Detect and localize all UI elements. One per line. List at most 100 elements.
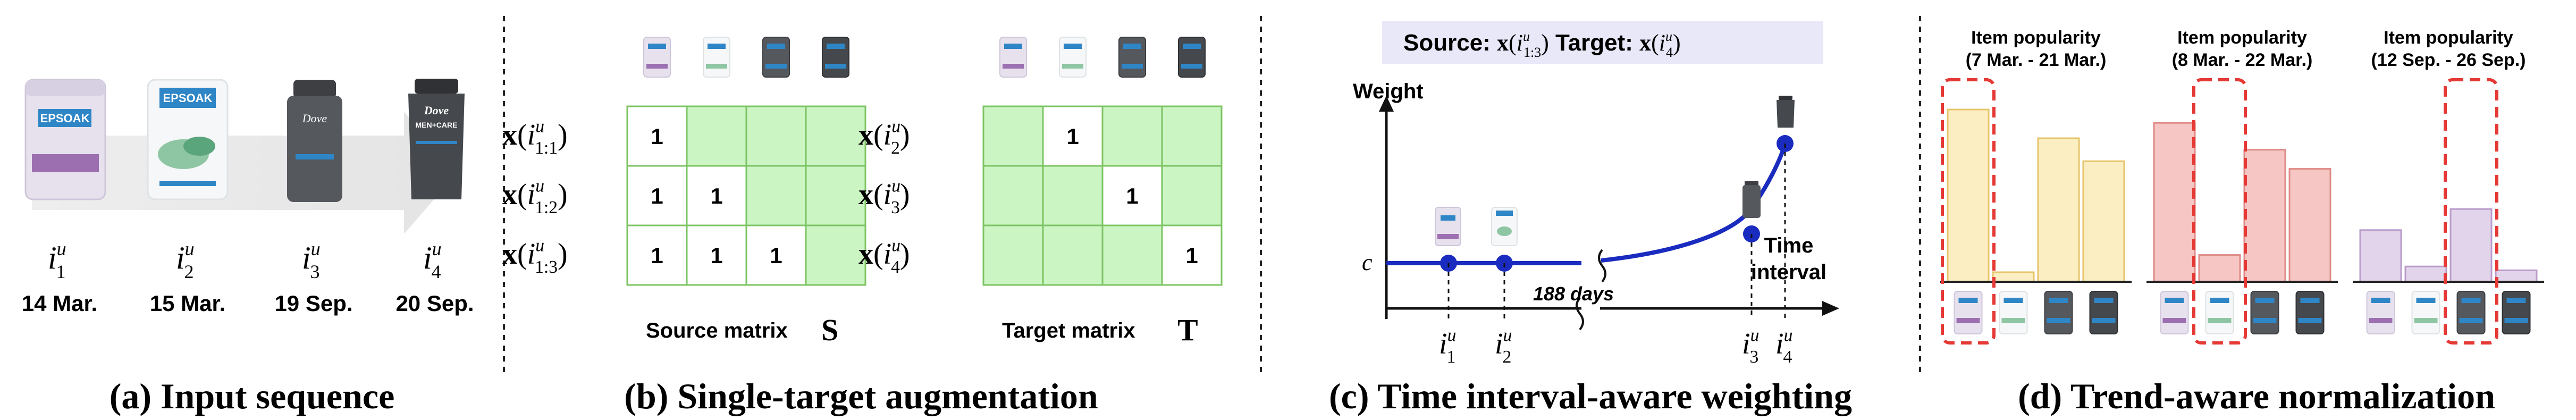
- header-pouch-white-icon: [1059, 37, 1087, 78]
- bar-tube-icon: [2295, 291, 2325, 334]
- bar-pouch-white-icon: [2411, 291, 2440, 334]
- source-row-labels: x(iu 1:1) x(iu 1:2) x(iu 1:3): [502, 116, 568, 276]
- product-label: Dove: [302, 112, 327, 125]
- panel-a: EPSOAK EPSOAK Dove Dove MEN+CARE iu 1 i: [22, 79, 474, 416]
- matrix-cell: [1101, 105, 1163, 167]
- thumb-tube-icon: [1777, 96, 1795, 128]
- chart-subtitle: (12 Sep. - 26 Sep.): [2371, 50, 2526, 70]
- item-symbols: iu 1 iu 2 iu 3 iu 4: [48, 238, 442, 282]
- sequence-arrow: [32, 112, 457, 234]
- matrix-row-label: x(iu 1:3): [502, 236, 568, 276]
- time-tick-label: iu 1: [1439, 325, 1456, 366]
- item-date: 15 Mar.: [150, 291, 225, 316]
- matrix-value: 1: [1066, 124, 1079, 149]
- axis-break-right: [1598, 249, 1606, 283]
- legend-text: Source: x(iu 1:3) Target: x(iu 4): [1403, 29, 1681, 60]
- matrix-row-label: x(iu 2): [858, 116, 910, 157]
- matrix-row-label: x(iu 3): [858, 176, 910, 217]
- matrix-cell: [805, 165, 866, 226]
- item-date: 20 Sep.: [395, 291, 474, 316]
- popularity-charts: Item popularity(7 Mar. - 21 Mar.)Item po…: [1940, 28, 2544, 345]
- axis-break-left: [1576, 297, 1584, 331]
- thumb-pouch-purple-icon: [1435, 207, 1461, 246]
- matrix-cell: [1161, 105, 1223, 167]
- item-date: 19 Sep.: [274, 291, 352, 316]
- product-pouch-white-icon: EPSOAK: [147, 79, 229, 200]
- popularity-bar: [2449, 208, 2493, 283]
- legend-box: [1382, 21, 1823, 64]
- matrix-cell: [982, 224, 1044, 286]
- item-symbol: iu 2: [176, 238, 195, 282]
- header-bottle-icon: [762, 37, 790, 78]
- caption-d: (d) Trend-aware normalization: [2018, 376, 2495, 416]
- highlight-box: [2444, 78, 2498, 345]
- chart-subtitle: (8 Mar. - 22 Mar.): [2172, 50, 2313, 70]
- matrix-cell: [626, 224, 688, 286]
- bar-tube-icon: [2089, 291, 2118, 334]
- chart-title: Item popularity: [2384, 28, 2513, 48]
- legend: Source: x(iu 1:3) Target: x(iu 4): [1403, 29, 1681, 60]
- source-matrix-label: Source matrix: [646, 319, 788, 342]
- caption-b: (b) Single-target augmentation: [624, 376, 1098, 416]
- product-tube-icon: Dove MEN+CARE: [408, 79, 465, 199]
- matrix-cell: [1161, 224, 1223, 286]
- panel-b: x(iu 1:1)x(iu 1:2)x(iu 1:3) 11 11 1 1 x(iu 2)x(…: [502, 37, 1223, 416]
- caption-c: (c) Time interval-aware weighting: [1329, 376, 1852, 416]
- gap-label: 188 days: [1533, 283, 1614, 305]
- matrix-value: 1: [710, 243, 722, 268]
- matrix-cell: [805, 224, 866, 286]
- popularity-chart: Item popularity(8 Mar. - 22 Mar.): [2146, 28, 2338, 345]
- header-tube-icon: [822, 37, 849, 78]
- product-label: EPSOAK: [40, 112, 90, 125]
- matrix-cell: [1042, 165, 1104, 226]
- header-bottle-icon: [1118, 37, 1146, 78]
- bar-pouch-purple-icon: [1954, 291, 1983, 334]
- matrix-cell: [982, 165, 1044, 226]
- product-bottle-icon: Dove: [287, 80, 342, 202]
- bar-pouch-white-icon: [1999, 291, 2028, 334]
- matrix-cell: [805, 105, 866, 167]
- highlight-box: [1941, 78, 1996, 345]
- svg-text:MEN+CARE: MEN+CARE: [416, 121, 458, 129]
- matrix-cell: [686, 105, 747, 167]
- target-row-labels: x(iu 2) x(iu 3) x(iu 4): [858, 116, 910, 276]
- bar-bottle-icon: [2044, 291, 2073, 334]
- highlight-box: [2192, 78, 2247, 345]
- matrix-cell: [982, 105, 1044, 167]
- source-matrix-symbol: S: [821, 313, 838, 347]
- target-matrix-grid: 1 1 1: [982, 105, 1223, 286]
- header-pouch-purple-icon: [999, 37, 1027, 78]
- target-matrix-label: Target matrix: [1002, 319, 1135, 342]
- popularity-bar: [2288, 168, 2331, 283]
- bar-bottle-icon: [2250, 291, 2279, 334]
- matrix-cell: [745, 105, 807, 167]
- popularity-bar: [2153, 122, 2196, 283]
- chart-title: Item popularity: [1971, 28, 2101, 48]
- matrix-value: 1: [710, 183, 722, 208]
- popularity-chart: Item popularity(12 Sep. - 26 Sep.): [2353, 28, 2544, 345]
- item-symbol: iu 1: [48, 238, 66, 282]
- matrix-value: 1: [1126, 183, 1138, 208]
- matrix-row-label: x(iu 1:1): [502, 116, 568, 157]
- target-matrix-symbol: T: [1177, 313, 1198, 347]
- matrix-cell: [1042, 224, 1104, 286]
- item-dates: 14 Mar. 15 Mar. 19 Sep. 20 Sep.: [22, 291, 474, 316]
- chart-subtitle: (7 Mar. - 21 Mar.): [1966, 50, 2107, 70]
- bar-pouch-purple-icon: [2366, 291, 2395, 334]
- matrix-row-label: x(iu 1:2): [502, 176, 568, 217]
- popularity-chart: Item popularity(7 Mar. - 21 Mar.): [1940, 28, 2132, 345]
- popularity-bar: [1947, 108, 1990, 283]
- bar-tube-icon: [2502, 291, 2531, 334]
- popularity-bar: [2404, 265, 2447, 283]
- x-axis-arrow: [1822, 301, 1839, 316]
- thumb-pouch-white-icon: [1491, 207, 1518, 246]
- matrix-row-label: x(iu 4): [858, 236, 910, 276]
- panel-c: Source: x(iu 1:3) Target: x(iu 4) Weight c…: [1329, 21, 1852, 416]
- matrix-cell: [1161, 165, 1223, 226]
- popularity-bar: [2037, 137, 2080, 283]
- matrix-cell: [686, 165, 747, 226]
- popularity-bar: [2198, 254, 2241, 283]
- product-label: EPSOAK: [163, 91, 213, 105]
- popularity-bar: [1992, 271, 2035, 283]
- x-axis-label-1: Time: [1764, 234, 1814, 257]
